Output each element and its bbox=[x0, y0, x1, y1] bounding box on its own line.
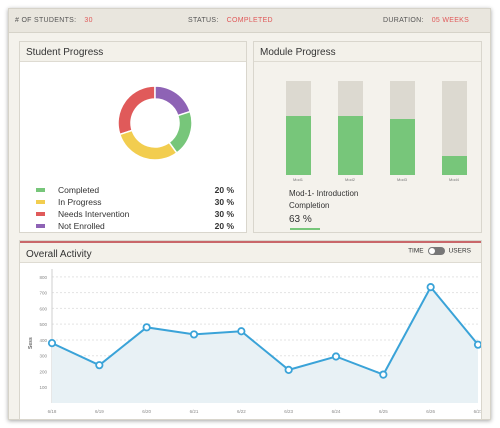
students-count-label: # OF STUDENTS: bbox=[15, 17, 77, 24]
selected-module-subtitle: Completion bbox=[289, 201, 330, 210]
time-users-toggle[interactable] bbox=[427, 247, 445, 255]
legend-swatch bbox=[36, 188, 45, 192]
module-bar-label: Mod2 bbox=[344, 177, 355, 182]
y-tick-label: 300 bbox=[39, 354, 47, 359]
module-bar-mod3[interactable] bbox=[390, 81, 415, 175]
legend-percent: 20 % bbox=[214, 221, 234, 231]
module-bar-mod2[interactable] bbox=[338, 81, 363, 175]
activity-point bbox=[189, 330, 199, 339]
duration-label: DURATION: bbox=[383, 17, 424, 24]
module-bar-label: Mod4 bbox=[448, 177, 459, 182]
status-label: STATUS: bbox=[188, 17, 219, 24]
activity-line bbox=[51, 285, 479, 376]
student-progress-title: Student Progress bbox=[20, 42, 246, 62]
module-bar-fill bbox=[338, 115, 363, 175]
legend-swatch bbox=[36, 224, 45, 228]
module-bar-fill bbox=[442, 156, 467, 175]
activity-point bbox=[379, 370, 388, 379]
y-tick-label: 400 bbox=[39, 338, 47, 343]
x-tick-label: 6/23 bbox=[284, 409, 293, 414]
activity-point bbox=[284, 365, 293, 374]
legend-percent: 30 % bbox=[214, 197, 234, 207]
legend-swatch bbox=[36, 212, 45, 216]
toggle-knob bbox=[428, 248, 435, 254]
module-bar-label: Mod1 bbox=[292, 177, 303, 182]
module-progress-panel: Module Progress Mod1 Mod2 Mod3 Mod4 Mod-… bbox=[253, 41, 482, 233]
legend-label: In Progress bbox=[58, 197, 102, 207]
toggle-label-time: TIME bbox=[408, 247, 424, 255]
module-bar-fill bbox=[390, 118, 415, 175]
x-tick-label: 6/19 bbox=[95, 409, 104, 414]
y-axis-label: Sess bbox=[28, 337, 34, 349]
students-count-value: 30 bbox=[84, 17, 93, 24]
x-tick-label: 6/27 bbox=[474, 409, 481, 414]
selected-module-title: Mod-1- Introduction bbox=[289, 189, 359, 198]
activity-point bbox=[95, 361, 104, 370]
student-progress-panel: Student Progress Completed 20 % In Progr… bbox=[19, 41, 247, 233]
legend-label: Not Enrolled bbox=[58, 221, 105, 231]
activity-point bbox=[237, 327, 246, 336]
overall-activity-panel: Overall Activity TIME USERS 100 200 300 400 5… bbox=[19, 240, 482, 420]
activity-point bbox=[47, 338, 57, 348]
x-tick-label: 6/24 bbox=[332, 409, 341, 414]
activity-chart: 100 200 300 400 500 600 700 800 Sess 6/18 6/19 6/20… bbox=[28, 269, 481, 414]
overall-activity-title: Overall Activity bbox=[20, 241, 481, 263]
students-count: # OF STUDENTS: 30 bbox=[15, 17, 93, 24]
y-tick-label: 100 bbox=[39, 385, 47, 390]
legend-item-not-enrolled: Not Enrolled 20 % bbox=[20, 221, 248, 233]
x-tick-label: 6/20 bbox=[142, 409, 151, 414]
x-tick-label: 6/18 bbox=[48, 409, 57, 414]
module-bar-label: Mod3 bbox=[396, 177, 407, 182]
module-progress-title: Module Progress bbox=[254, 42, 481, 62]
donut-slice-needs-intervention bbox=[117, 85, 156, 136]
summary-bar: # OF STUDENTS: 30 STATUS: COMPLETED DURATI… bbox=[9, 9, 490, 33]
module-bar-mod1[interactable] bbox=[286, 81, 311, 175]
y-tick-label: 800 bbox=[39, 275, 47, 280]
student-progress-donut bbox=[117, 85, 193, 161]
toggle-label-users: USERS bbox=[448, 247, 471, 255]
y-tick-label: 700 bbox=[39, 291, 47, 296]
legend-swatch bbox=[36, 200, 45, 204]
status: STATUS: COMPLETED bbox=[188, 17, 273, 24]
selected-module-percent: 63 % bbox=[289, 214, 312, 225]
y-tick-label: 200 bbox=[39, 369, 47, 374]
donut-slice-not-enrolled bbox=[154, 85, 192, 117]
legend-item-completed: Completed 20 % bbox=[20, 185, 248, 197]
module-bar-fill bbox=[286, 115, 311, 175]
x-tick-label: 6/26 bbox=[426, 409, 435, 414]
x-tick-label: 6/22 bbox=[237, 409, 246, 414]
legend-percent: 30 % bbox=[214, 209, 234, 219]
y-tick-label: 600 bbox=[39, 306, 47, 311]
time-users-toggle-group: TIME USERS bbox=[408, 247, 471, 255]
activity-area bbox=[52, 287, 478, 403]
activity-point bbox=[473, 340, 481, 349]
x-tick-label: 6/21 bbox=[190, 409, 199, 414]
dashboard-frame: # OF STUDENTS: 30 STATUS: COMPLETED DURATI… bbox=[8, 8, 491, 420]
legend-percent: 20 % bbox=[214, 185, 234, 195]
activity-point bbox=[426, 283, 435, 292]
duration-value: 05 WEEKS bbox=[431, 17, 470, 24]
status-value: COMPLETED bbox=[226, 17, 273, 24]
donut-slice-in-progress bbox=[118, 129, 178, 161]
y-tick-label: 500 bbox=[39, 322, 47, 327]
legend-item-in-progress: In Progress 30 % bbox=[20, 197, 248, 209]
legend-item-needs-intervention: Needs Intervention 30 % bbox=[20, 209, 248, 221]
activity-point bbox=[331, 352, 341, 361]
selected-module-underline bbox=[290, 228, 320, 230]
duration: DURATION: 05 WEEKS bbox=[383, 17, 469, 24]
legend-label: Completed bbox=[58, 185, 100, 195]
activity-point bbox=[142, 323, 151, 332]
legend-label: Needs Intervention bbox=[58, 209, 130, 219]
module-bar-mod4[interactable] bbox=[442, 81, 467, 175]
x-tick-label: 6/25 bbox=[379, 409, 388, 414]
